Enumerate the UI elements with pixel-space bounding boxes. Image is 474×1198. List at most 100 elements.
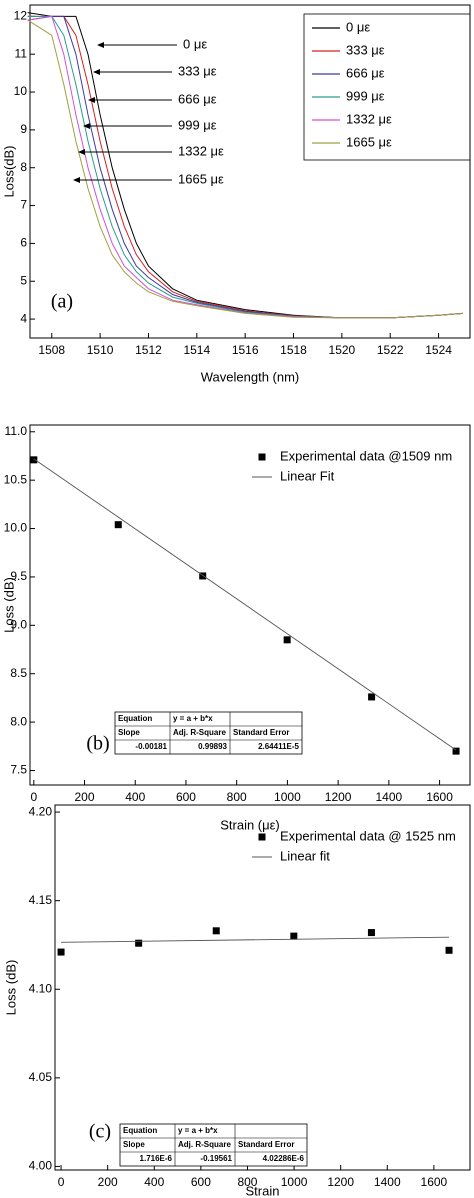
fit-line: [33, 458, 457, 751]
y-axis-label: Loss(dB): [1, 145, 16, 197]
x-tick-label: 1522: [377, 343, 404, 357]
legend-swatch: [258, 833, 266, 841]
table-cell: 4.02286E-6: [263, 1154, 305, 1163]
arrow-head: [78, 149, 85, 155]
plot-frame: [29, 4, 471, 339]
stats-table: [114, 711, 303, 755]
x-tick-label: 1516: [232, 343, 259, 357]
y-tick-label: 4: [20, 311, 27, 325]
data-point: [30, 456, 38, 464]
annotation: 333 με: [178, 63, 217, 78]
x-tick-label: 1200: [325, 790, 352, 804]
y-tick-label: 9.0: [10, 617, 27, 631]
arrow-head: [73, 177, 80, 183]
x-tick-label: 1400: [374, 1175, 401, 1189]
table-cell: Standard Error: [238, 1140, 294, 1149]
legend-swatch: [258, 453, 266, 461]
y-tick-label: 4.10: [29, 981, 53, 995]
spectrum-line: [27, 15, 463, 319]
table-cell: 1.716E-6: [140, 1154, 173, 1163]
table-cell: Adj. R-Square: [173, 728, 226, 737]
data-point: [114, 521, 122, 529]
x-tick-label: 1600: [421, 1175, 448, 1189]
data-point: [445, 946, 453, 954]
legend-label: 666 με: [346, 65, 385, 80]
y-tick-label: 12: [14, 9, 28, 23]
y-tick-label: 4.15: [29, 893, 53, 907]
y-tick-label: 8.5: [10, 666, 27, 680]
table-cell: Adj. R-Square: [178, 1140, 231, 1149]
legend-label: Experimental data @ 1525 nm: [280, 828, 456, 843]
y-tick-label: 11.0: [5, 424, 28, 438]
y-tick-label: 5: [20, 273, 27, 287]
y-tick-label: 9.5: [10, 569, 27, 583]
y-tick-label: 4.20: [29, 804, 53, 818]
annotation: 0 με: [183, 36, 207, 51]
spectrum-line: [27, 15, 463, 319]
x-tick-label: 1508: [38, 343, 65, 357]
spectrum-line: [27, 15, 463, 319]
data-point: [199, 572, 207, 580]
y-tick-label: 7.5: [10, 763, 27, 777]
table-cell: -0.00181: [135, 742, 167, 751]
x-tick-label: 1000: [281, 1175, 308, 1189]
legend-label: Experimental data @1509 nm: [280, 448, 452, 463]
data-point: [283, 636, 291, 644]
x-tick-label: 1510: [87, 343, 114, 357]
x-tick-label: 1000: [274, 790, 301, 804]
panel-label: (c): [89, 1121, 111, 1143]
annotation: 999 με: [178, 117, 217, 132]
data-point: [368, 693, 376, 701]
x-tick-label: 0: [30, 790, 37, 804]
legend-label: 333 με: [346, 42, 385, 57]
x-tick-label: 1600: [426, 790, 453, 804]
data-point: [452, 747, 460, 755]
y-tick-label: 9: [20, 122, 27, 136]
table-cell: Standard Error: [233, 728, 289, 737]
legend-label: 1665 με: [346, 134, 392, 149]
annotation: 1665 με: [178, 171, 224, 186]
x-tick-label: 1518: [280, 343, 307, 357]
y-tick-label: 8.0: [10, 714, 27, 728]
spectrum-line: [27, 19, 463, 319]
y-tick-label: 10.5: [4, 472, 28, 486]
x-tick-label: 400: [125, 790, 145, 804]
plot-frame: [29, 424, 471, 786]
y-tick-label: 8: [20, 160, 27, 174]
y-tick-label: 10.0: [4, 521, 28, 535]
data-point: [57, 948, 65, 956]
arrow-head: [97, 42, 104, 48]
x-tick-label: 600: [191, 1175, 211, 1189]
table-cell: 2.64411E-5: [258, 742, 299, 751]
x-tick-label: 1514: [183, 343, 210, 357]
arrow-head: [88, 97, 95, 103]
legend-label: 0 με: [346, 19, 370, 34]
y-tick-label: 7: [20, 198, 27, 212]
x-tick-label: 800: [227, 790, 247, 804]
plot-frame: [54, 804, 471, 1171]
spectrum-line: [27, 15, 463, 319]
table-cell: y = a + b*x: [173, 714, 213, 723]
fit-line: [61, 936, 450, 943]
data-point: [367, 929, 375, 937]
annotation: 1332 με: [178, 143, 224, 158]
y-tick-label: 10: [14, 84, 28, 98]
table-cell: Slope: [118, 728, 140, 737]
x-axis-label: Wavelength (nm): [201, 369, 300, 384]
y-axis-label: Loss (dB): [1, 577, 16, 633]
table-cell: Equation: [123, 1126, 157, 1135]
x-axis-label: Strain: [246, 1183, 280, 1198]
spectrum-line: [27, 12, 463, 319]
arrow-head: [83, 123, 90, 129]
annotation: 666 με: [178, 91, 217, 106]
data-point: [290, 932, 298, 940]
legend-box: [303, 13, 471, 161]
y-tick-label: 4.00: [29, 1159, 53, 1173]
arrow-head: [93, 69, 100, 75]
legend-label: 1332 με: [346, 111, 392, 126]
table-cell: -0.19561: [200, 1154, 232, 1163]
legend-label: Linear fit: [280, 848, 330, 863]
x-tick-label: 200: [98, 1175, 118, 1189]
x-tick-label: 1520: [329, 343, 356, 357]
